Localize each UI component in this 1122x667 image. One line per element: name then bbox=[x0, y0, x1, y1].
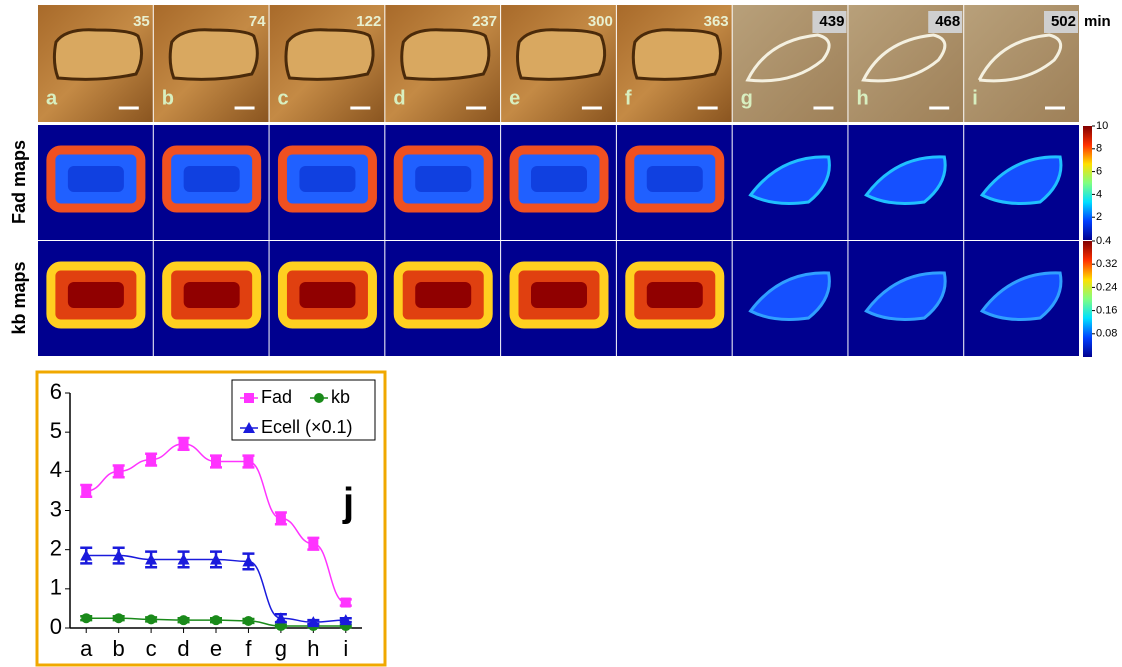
marker bbox=[146, 455, 156, 465]
panel-label: j bbox=[342, 481, 354, 525]
marker bbox=[314, 393, 324, 403]
marker bbox=[308, 539, 318, 549]
x-tick-label: d bbox=[177, 636, 189, 661]
cell-shape bbox=[54, 30, 141, 80]
panel-letter: f bbox=[625, 87, 632, 109]
map-cell-inner bbox=[647, 166, 703, 192]
marker bbox=[146, 614, 156, 624]
marker bbox=[81, 486, 91, 496]
marker bbox=[243, 616, 253, 626]
marker bbox=[276, 513, 286, 523]
legend-label: Fad bbox=[261, 387, 292, 407]
colorbar-tick-label: 0.08 bbox=[1096, 328, 1117, 340]
marker bbox=[243, 457, 253, 467]
map-cell-inner bbox=[415, 282, 471, 308]
time-label: 439 bbox=[819, 13, 844, 30]
y-tick-label: 3 bbox=[50, 496, 62, 521]
colorbar-tick-label: 0.16 bbox=[1096, 305, 1117, 317]
panel-letter: a bbox=[46, 87, 58, 109]
cell-shape bbox=[286, 30, 373, 80]
row-label: kb maps bbox=[9, 261, 29, 334]
panel-letter: e bbox=[509, 87, 520, 109]
marker bbox=[114, 613, 124, 623]
map-cell-inner bbox=[68, 166, 124, 192]
colorbar-tick-label: 8 bbox=[1096, 143, 1102, 155]
colorbar-tick-label: 6 bbox=[1096, 166, 1102, 178]
x-tick-label: g bbox=[275, 636, 287, 661]
x-tick-label: h bbox=[307, 636, 319, 661]
x-tick-label: f bbox=[245, 636, 252, 661]
time-unit: min bbox=[1084, 13, 1111, 30]
time-label: 35 bbox=[133, 13, 150, 30]
time-label: 363 bbox=[704, 13, 729, 30]
colorbar-tick-label: 0.24 bbox=[1096, 281, 1117, 293]
row-label: Fad maps bbox=[9, 140, 29, 224]
colorbar-tick-label: 10 bbox=[1096, 120, 1108, 132]
map-cell-inner bbox=[184, 282, 240, 308]
cell-shape bbox=[633, 30, 720, 80]
panel-letter: d bbox=[393, 87, 405, 109]
map-cell-inner bbox=[184, 166, 240, 192]
time-label: 468 bbox=[935, 13, 960, 30]
marker bbox=[341, 598, 351, 608]
marker bbox=[179, 615, 189, 625]
time-label: 74 bbox=[249, 13, 266, 30]
map-cell-inner bbox=[415, 166, 471, 192]
time-label: 300 bbox=[588, 13, 613, 30]
map-cell-inner bbox=[531, 282, 587, 308]
colorbar-tick-label: 2 bbox=[1096, 211, 1102, 223]
panel-letter: c bbox=[278, 87, 289, 109]
figure: a35b74c122d237e300f363g439h468i502minFad… bbox=[0, 0, 1122, 667]
legend-label: Ecell (×0.1) bbox=[261, 417, 353, 437]
marker bbox=[114, 466, 124, 476]
colorbar-tick-label: 0.4 bbox=[1096, 235, 1111, 247]
cell-shape bbox=[518, 30, 605, 80]
panel-letter: i bbox=[972, 87, 978, 109]
y-tick-label: 0 bbox=[50, 614, 62, 639]
marker bbox=[211, 615, 221, 625]
x-tick-label: b bbox=[113, 636, 125, 661]
map-cell-inner bbox=[299, 282, 355, 308]
y-tick-label: 5 bbox=[50, 418, 62, 443]
panel-letter: h bbox=[856, 87, 868, 109]
y-tick-label: 1 bbox=[50, 575, 62, 600]
map-cell-inner bbox=[647, 282, 703, 308]
colorbar-tick-label: 0.32 bbox=[1096, 258, 1117, 270]
x-tick-label: i bbox=[343, 636, 348, 661]
colorbar bbox=[1083, 241, 1092, 357]
marker bbox=[179, 439, 189, 449]
legend-label: kb bbox=[331, 387, 350, 407]
y-tick-label: 4 bbox=[50, 457, 62, 482]
time-label: 122 bbox=[356, 13, 381, 30]
time-label: 502 bbox=[1051, 13, 1076, 30]
cell-shape bbox=[170, 30, 257, 80]
x-tick-label: e bbox=[210, 636, 222, 661]
colorbar-tick-label: 4 bbox=[1096, 188, 1102, 200]
y-tick-label: 6 bbox=[50, 379, 62, 404]
colorbar bbox=[1083, 126, 1092, 240]
time-label: 237 bbox=[472, 13, 497, 30]
y-tick-label: 2 bbox=[50, 535, 62, 560]
map-cell-inner bbox=[531, 166, 587, 192]
marker bbox=[211, 457, 221, 467]
marker bbox=[244, 393, 254, 403]
marker bbox=[81, 613, 91, 623]
cell-shape bbox=[402, 30, 489, 80]
map-cell-inner bbox=[68, 282, 124, 308]
panel-letter: g bbox=[741, 87, 753, 109]
map-cell-inner bbox=[299, 166, 355, 192]
x-tick-label: a bbox=[80, 636, 93, 661]
panel-letter: b bbox=[162, 87, 174, 109]
x-tick-label: c bbox=[146, 636, 157, 661]
